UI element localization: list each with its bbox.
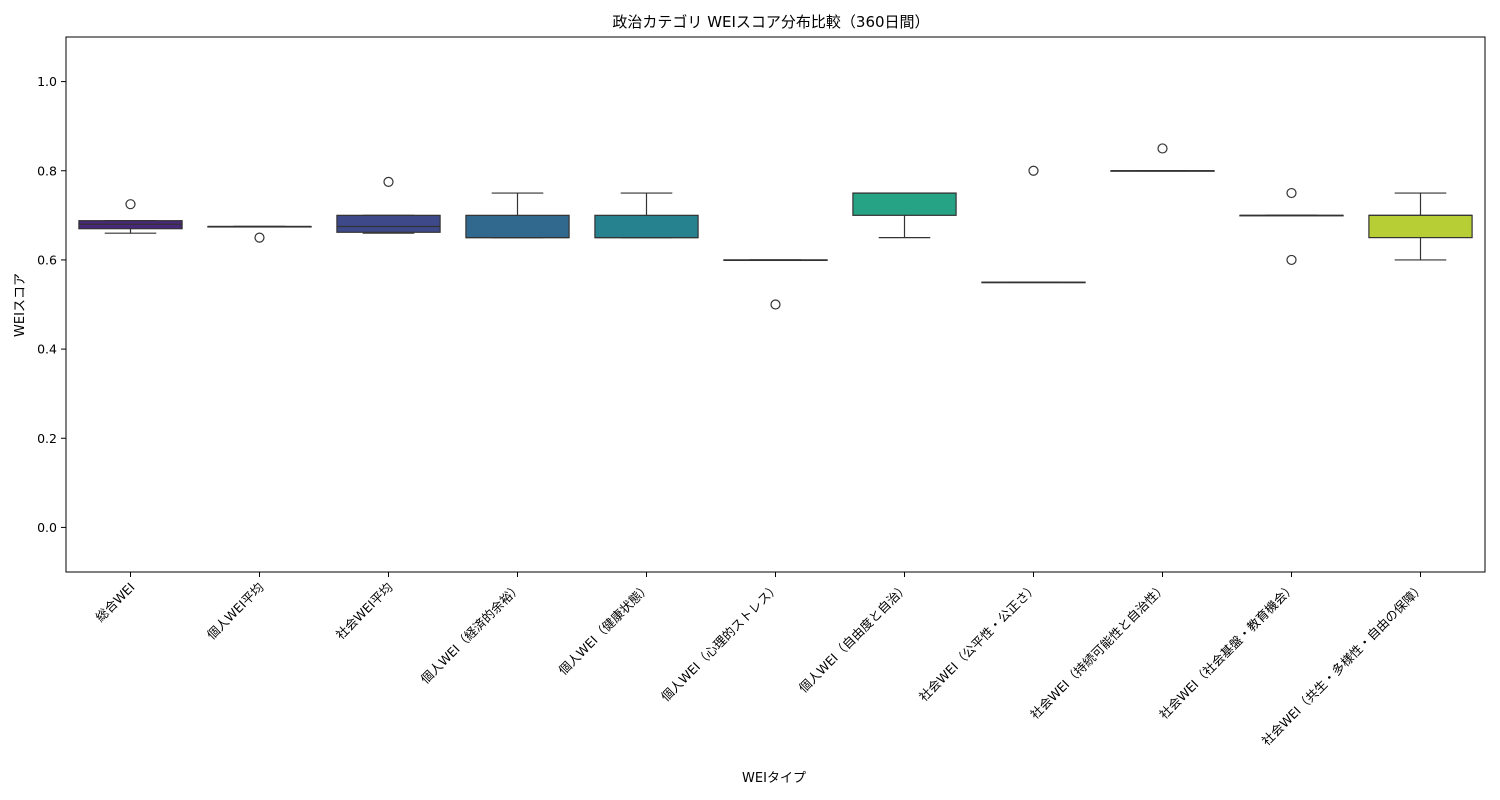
y-tick-label: 0.2 [37,431,57,446]
x-tick-label: 社会WEI（共生・多様性・自由の保障） [1259,580,1428,749]
x-tick-label: 社会WEI（公平性・公正さ） [916,580,1041,705]
box-body [594,214,699,239]
box-outlier [1286,254,1297,266]
x-tick-label: 社会WEI（持続可能性と自治性） [1027,580,1169,722]
x-tick-label: 個人WEI（心理的ストレス） [658,580,783,705]
x-axis-label: WEIタイプ [742,771,806,786]
chart-title: 政治カテゴリ WEIスコア分布比較（360日間） [612,13,929,31]
y-tick-label: 0.4 [37,342,57,357]
box-body [336,214,441,233]
plot-frame [65,36,1486,573]
y-tick-label: 0.0 [37,520,57,535]
box-body [465,214,570,239]
x-tick-label: 個人WEI平均 [204,580,267,643]
box-outlier [1157,143,1168,154]
x-tick-label: 個人WEI（自由度と自治） [796,580,912,696]
box-body [852,192,957,216]
box-outlier [254,232,265,243]
box-outlier [1286,187,1297,199]
box-outlier [1028,165,1039,176]
y-tick-label: 0.8 [37,163,57,178]
y-axis-label: WEIスコア [13,273,28,337]
x-tick-label: 社会WEI（社会基盤・教育機会） [1156,580,1298,722]
box-outlier [770,299,781,310]
box-outlier [383,176,394,187]
box-outlier [125,199,136,210]
x-tick-label: 社会WEI平均 [333,580,396,643]
x-tick-label: 個人WEI（健康状態） [555,580,653,678]
box-body [1368,214,1473,239]
x-tick-label: 個人WEI（経済的余裕） [418,580,525,687]
y-tick-label: 1.0 [37,74,57,89]
x-tick-label: 総合WEI [92,580,137,625]
y-tick-label: 0.6 [37,252,57,267]
